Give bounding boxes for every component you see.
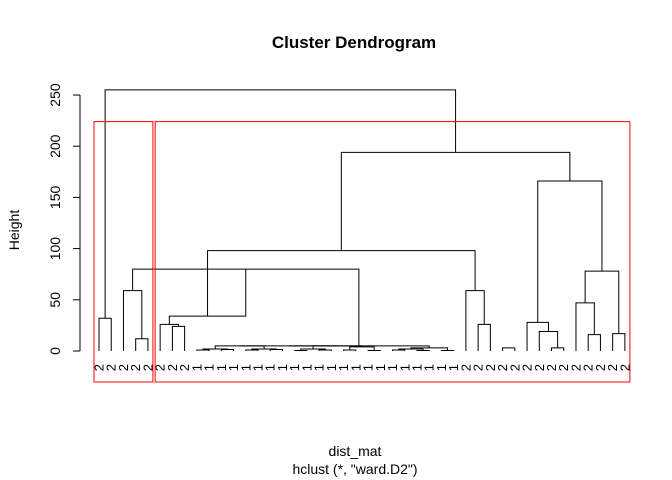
dendrogram-link [340,151,571,251]
leaf-label: 1 [312,364,327,371]
leaf-label: 2 [568,364,583,371]
leaf-label: 2 [140,364,155,371]
leaf-label: 2 [617,364,632,371]
y-tick-label: 100 [47,237,63,261]
leaf-label: 2 [507,364,522,371]
leaf-label: 1 [287,364,302,371]
dendrogram-link [269,348,283,351]
dendrogram-link [245,349,259,351]
leaf-label: 2 [92,364,107,371]
x-axis-label: dist_mat [329,443,382,459]
leaf-label: 2 [532,364,547,371]
dendrogram-link [575,302,595,351]
leaf-label: 2 [520,364,535,371]
dendrogram-link [367,349,381,351]
dendrogram-link [220,348,235,351]
leaf-label: 1 [214,364,229,371]
dendrogram-link [98,317,112,351]
leaf-label: 2 [556,364,571,371]
y-tick-label: 150 [47,186,63,210]
leaf-label: 2 [544,364,559,371]
dendrogram-link [288,345,430,348]
dendrogram-link [159,323,179,351]
leaf-label: 1 [324,364,339,371]
dendrogram-link [196,349,210,351]
dendrogram-link [294,349,308,351]
dendrogram-link [135,338,149,351]
leaf-label: 1 [446,364,461,371]
leaf-label: 2 [458,364,473,371]
chart-title: Cluster Dendrogram [272,33,436,52]
dendrogram-link [551,347,565,351]
dendrogram-link [122,290,143,351]
leaf-label: 1 [348,364,363,371]
leaf-label: 1 [202,364,217,371]
dendrogram-link [477,323,491,351]
leaf-label: 1 [336,364,351,371]
leaf-label: 2 [605,364,620,371]
dendrogram-link [318,349,332,351]
leaf-label: 1 [275,364,290,371]
cluster-boxes [93,121,631,383]
leaf-label: 2 [128,364,143,371]
leaf-label: 1 [263,364,278,371]
leaf-label: 2 [104,364,119,371]
dendrogram-link [104,89,457,319]
dendrogram-link [465,290,485,351]
dendrogram-tree [98,89,626,351]
dendrogram-link [612,333,626,351]
y-tick-label: 200 [47,134,63,158]
method-sublabel: hclust (*, "ward.D2") [292,461,417,477]
dendrogram-link [537,180,603,323]
y-axis: 0 50 100 150 200 250 [47,83,81,355]
leaf-label: 1 [385,364,400,371]
dendrogram-link [392,349,406,351]
leaf-label: 2 [593,364,608,371]
leaf-label: 2 [177,364,192,371]
leaf-label: 1 [361,364,376,371]
leaf-label: 1 [238,364,253,371]
cluster-box [93,121,154,383]
dendrogram-link [584,270,620,334]
cluster-box [154,121,631,383]
y-tick-label: 0 [47,347,63,355]
leaf-label: 2 [116,364,131,371]
leaf-label: 2 [153,364,168,371]
dendrogram-link [207,250,476,317]
leaf-label: 1 [299,364,314,371]
leaf-label: 1 [189,364,204,371]
dendrogram-link [343,349,357,351]
leaf-label: 2 [471,364,486,371]
leaf-label: 1 [422,364,437,371]
leaf-label: 1 [373,364,388,371]
leaf-label: 2 [483,364,498,371]
leaf-label: 2 [495,364,510,371]
leaf-label: 1 [409,364,424,371]
dendrogram-link [587,334,601,351]
leaf-label: 2 [165,364,180,371]
leaf-labels: 2222222211111111111111111111112222222222… [92,364,633,371]
leaf-label: 1 [250,364,265,371]
dendrogram-link [171,325,186,351]
y-tick-label: 50 [47,292,63,308]
dendrogram-link [416,349,430,351]
leaf-label: 1 [397,364,412,371]
y-axis-label: Height [6,210,22,251]
dendrogram-link [440,349,455,351]
leaf-label: 1 [434,364,449,371]
dendrogram-link [502,347,516,351]
y-tick-label: 250 [47,83,63,107]
leaf-label: 1 [226,364,241,371]
dendrogram-link [526,321,549,351]
leaf-label: 2 [581,364,596,371]
